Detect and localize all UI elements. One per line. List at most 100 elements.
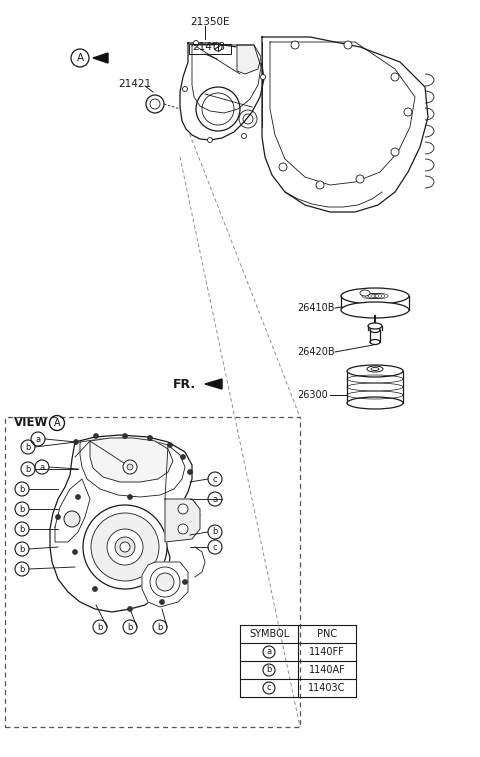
- Text: 21473: 21473: [192, 42, 225, 52]
- Circle shape: [404, 108, 412, 116]
- Circle shape: [122, 434, 128, 438]
- Bar: [189, 44, 231, 54]
- Polygon shape: [370, 330, 380, 342]
- Text: b: b: [127, 622, 132, 631]
- Circle shape: [188, 469, 192, 475]
- Polygon shape: [165, 499, 200, 542]
- Circle shape: [207, 138, 213, 142]
- Text: 26420B: 26420B: [297, 347, 335, 357]
- Polygon shape: [93, 53, 108, 63]
- Polygon shape: [237, 45, 261, 74]
- Text: c: c: [213, 475, 217, 484]
- Circle shape: [56, 515, 60, 519]
- Text: b: b: [19, 565, 24, 574]
- Polygon shape: [142, 562, 188, 607]
- Text: c: c: [213, 543, 217, 552]
- Text: b: b: [19, 484, 24, 494]
- Polygon shape: [55, 479, 90, 542]
- Text: VIEW: VIEW: [14, 416, 48, 429]
- Circle shape: [93, 587, 97, 591]
- Text: PNC: PNC: [317, 629, 337, 639]
- Text: 26300: 26300: [297, 390, 328, 400]
- Circle shape: [178, 524, 188, 534]
- Text: b: b: [212, 528, 218, 537]
- Text: b: b: [266, 665, 272, 674]
- Circle shape: [75, 494, 81, 500]
- Circle shape: [178, 504, 188, 514]
- Circle shape: [168, 443, 172, 447]
- Ellipse shape: [347, 397, 403, 409]
- Circle shape: [261, 74, 265, 79]
- Circle shape: [214, 43, 222, 51]
- Bar: [5, 417, 300, 727]
- Text: 1140FF: 1140FF: [309, 647, 345, 657]
- Text: b: b: [19, 504, 24, 513]
- Circle shape: [193, 41, 199, 45]
- Circle shape: [182, 86, 188, 92]
- Text: SYMBOL: SYMBOL: [249, 629, 289, 639]
- Text: b: b: [157, 622, 163, 631]
- Ellipse shape: [371, 367, 379, 370]
- Text: a: a: [266, 647, 272, 656]
- Circle shape: [123, 460, 137, 474]
- Circle shape: [146, 95, 164, 113]
- Circle shape: [147, 435, 153, 441]
- Text: b: b: [25, 443, 31, 451]
- Circle shape: [83, 505, 167, 589]
- Text: b: b: [19, 525, 24, 534]
- Circle shape: [73, 440, 79, 444]
- Polygon shape: [341, 296, 409, 310]
- Circle shape: [150, 99, 160, 109]
- Ellipse shape: [360, 290, 370, 296]
- Circle shape: [391, 73, 399, 81]
- Ellipse shape: [367, 366, 383, 372]
- Polygon shape: [347, 371, 403, 403]
- Circle shape: [159, 600, 165, 605]
- Circle shape: [150, 567, 180, 597]
- Text: a: a: [213, 494, 217, 503]
- Text: 21350E: 21350E: [190, 17, 229, 27]
- Circle shape: [182, 580, 188, 584]
- Circle shape: [94, 434, 98, 438]
- Circle shape: [127, 464, 133, 470]
- Text: b: b: [25, 465, 31, 473]
- Text: 11403C: 11403C: [308, 683, 346, 693]
- Circle shape: [291, 41, 299, 49]
- Circle shape: [107, 529, 143, 565]
- Text: b: b: [19, 544, 24, 553]
- Text: b: b: [97, 622, 103, 631]
- Text: A: A: [76, 53, 84, 63]
- Circle shape: [91, 513, 159, 581]
- Text: A: A: [54, 418, 60, 428]
- Circle shape: [128, 494, 132, 500]
- Ellipse shape: [341, 302, 409, 318]
- Text: 21421: 21421: [118, 79, 151, 89]
- Circle shape: [279, 163, 287, 171]
- Ellipse shape: [370, 328, 380, 332]
- Ellipse shape: [371, 324, 379, 328]
- Ellipse shape: [368, 323, 382, 329]
- Circle shape: [128, 606, 132, 612]
- Circle shape: [120, 542, 130, 552]
- Circle shape: [115, 537, 135, 557]
- Text: a: a: [39, 463, 45, 472]
- Circle shape: [356, 175, 364, 183]
- Circle shape: [316, 181, 324, 189]
- Circle shape: [156, 573, 174, 591]
- Circle shape: [180, 454, 185, 459]
- Ellipse shape: [370, 339, 380, 344]
- Polygon shape: [205, 379, 222, 389]
- Text: 1140AF: 1140AF: [309, 665, 346, 675]
- Ellipse shape: [347, 365, 403, 377]
- Text: 26410B: 26410B: [297, 303, 335, 313]
- Circle shape: [241, 133, 247, 139]
- Circle shape: [344, 41, 352, 49]
- Text: FR.: FR.: [173, 378, 196, 391]
- Polygon shape: [262, 37, 428, 212]
- Circle shape: [64, 511, 80, 527]
- Circle shape: [72, 550, 77, 554]
- Circle shape: [391, 148, 399, 156]
- Ellipse shape: [341, 288, 409, 304]
- Polygon shape: [50, 435, 200, 612]
- Text: a: a: [36, 435, 41, 444]
